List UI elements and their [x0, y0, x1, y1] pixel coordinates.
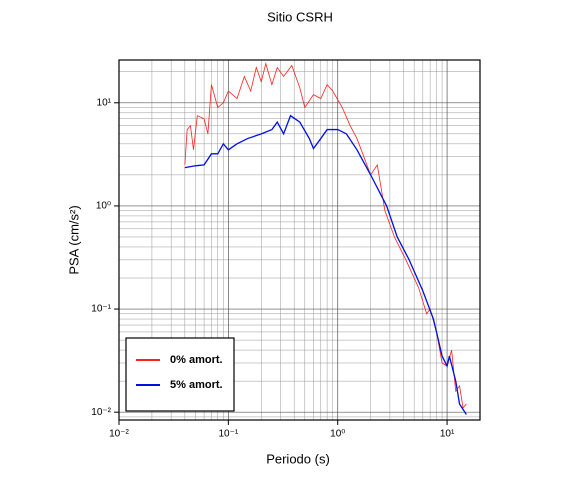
legend-box — [125, 337, 235, 412]
legend-label: 5% amort. — [170, 379, 223, 391]
x-tick-label: 10⁻¹ — [218, 429, 238, 440]
x-axis-label: Periodo (s) — [266, 451, 330, 466]
legend-label: 0% amort. — [170, 354, 223, 366]
y-axis-label: PSA (cm/s²) — [66, 205, 81, 274]
y-tick-label: 10¹ — [97, 97, 112, 108]
y-tick-label: 10⁻² — [91, 407, 111, 418]
y-tick-label: 10⁰ — [96, 201, 111, 212]
x-tick-label: 10⁻² — [109, 429, 129, 440]
y-tick-label: 10⁻¹ — [91, 304, 111, 315]
x-tick-label: 10⁰ — [330, 429, 345, 440]
series-line — [184, 114, 467, 415]
x-tick-label: 10¹ — [440, 429, 455, 440]
plot-frame — [118, 59, 481, 421]
chart-title: Sitio CSRH — [267, 9, 333, 24]
